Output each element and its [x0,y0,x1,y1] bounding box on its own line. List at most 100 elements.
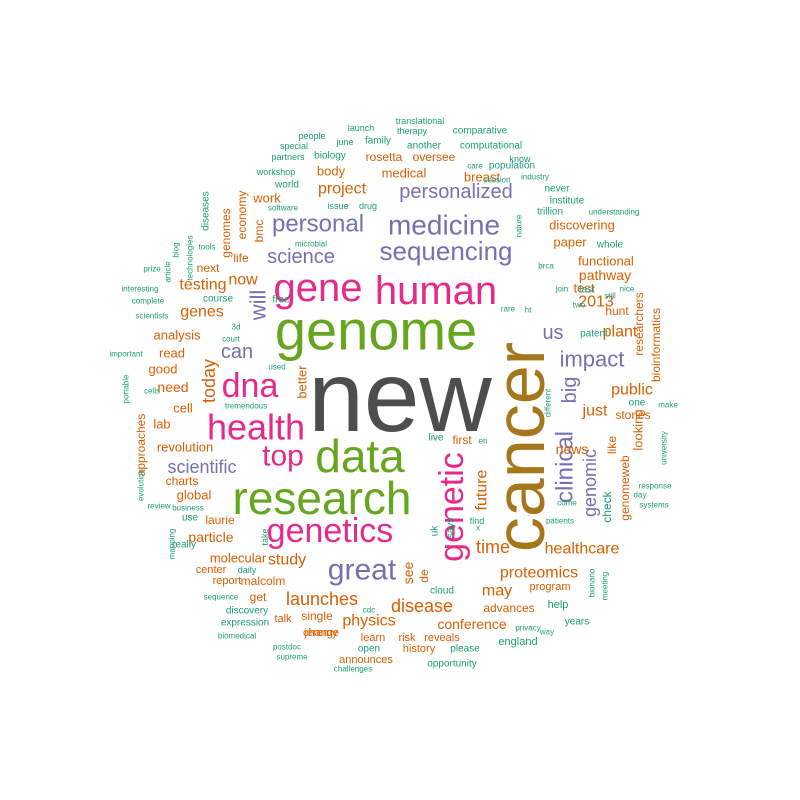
word-laurie: laurie [205,513,235,527]
word-patients: patients [546,517,574,526]
word-3d: 3d [232,323,241,332]
word-pathway: pathway [579,267,631,283]
word-announces: announces [339,654,393,666]
word-years: years [565,617,589,628]
word-proteomics: proteomics [500,565,578,582]
word-genomic: genomic [580,449,600,517]
word-learn: learn [361,632,385,644]
word-biology: biology [314,151,346,162]
word-one: one [629,398,646,409]
word-clinical: clinical [552,431,579,503]
word-study: study [268,552,306,569]
word-cloud: cloud [430,586,454,597]
word-launch: launch [348,123,375,133]
word-join: join [555,285,568,294]
word-course: course [203,294,233,305]
word-malcolm: malcolm [241,574,286,588]
word-systems: systems [639,501,668,510]
word-may: may [482,583,512,600]
word-researchers: researchers [632,292,646,355]
word-drug: drug [359,201,377,211]
word-global: global [177,488,212,503]
word-live: live [428,433,443,444]
word-trillion: trillion [537,207,563,218]
word-comparative: comparative [453,126,508,137]
word-just: just [582,403,608,420]
word-ht: ht [525,306,532,315]
word-analysis: analysis [154,328,201,343]
word-looking: looking [631,409,646,450]
word-next: next [197,261,220,275]
word-know: know [509,154,531,164]
word-world: world [274,180,299,191]
word-x: x [476,524,480,533]
word-genetic: genetic [433,452,471,562]
word-workshop: workshop [256,167,296,177]
word-family: family [365,136,391,147]
word-news: news [556,441,589,457]
word-medicine: medicine [388,210,500,241]
word-people: people [298,131,325,141]
word-talk: talk [274,613,292,625]
word-testing: testing [179,277,226,294]
word-review: review [147,502,170,511]
word-genomes: genomes [219,208,233,257]
word-open: open [358,644,380,655]
word-important: important [109,350,143,359]
word-genetics: genetics [267,512,394,550]
word-reveals: reveals [424,632,460,644]
word-conference: conference [437,616,506,632]
word-launches: launches [286,589,358,609]
word-brca: brca [538,262,554,271]
word-last: last [579,285,595,296]
word-sequence: sequence [204,593,239,602]
word-take: take [260,528,270,545]
word-different: different [544,388,553,418]
word-make: make [658,401,678,410]
word-revolution: revolution [157,440,213,455]
word-single: single [301,609,333,623]
word-like: like [605,436,619,454]
word-business: business [172,504,204,513]
word-diseases: diseases [201,191,212,230]
word-read: read [159,346,185,361]
word-england: england [498,636,537,648]
word-good: good [149,362,178,377]
word-particle: particle [188,529,233,545]
word-bionano: bionano [588,568,597,597]
word-challenges: challenges [334,665,372,674]
word-life: life [233,251,249,265]
word-better: better [295,365,310,399]
word-use: use [182,513,199,524]
word-patent: patent [580,329,608,340]
word-find: find [470,516,485,526]
word-center: center [196,564,227,576]
word-scientists: scientists [136,312,169,321]
word-computational: computational [460,141,522,152]
word-get: get [250,590,267,604]
word-personalized: personalized [399,181,512,203]
word-project: project [318,181,367,198]
word-science: science [267,246,335,268]
word-us: us [542,322,563,344]
word-really: really [172,540,196,551]
word-impact: impact [560,347,625,372]
word-understanding: understanding [589,208,640,217]
word-postdoc: postdoc [273,643,301,652]
word-cdc: cdc [363,606,375,615]
word-genomeweb: genomeweb [618,455,632,521]
word-check: check [600,490,614,522]
word-daily: daily [238,565,257,575]
word-another: another [407,141,442,152]
word-supreme: supreme [276,653,308,662]
word-program: program [530,581,571,593]
word-industry: industry [521,173,549,182]
word-day: day [634,491,647,500]
word-research: research [233,472,412,524]
word-evolution: evolution [137,469,146,501]
word-disease: disease [391,596,453,616]
word-see: see [400,562,416,585]
word-approaches: approaches [134,414,148,477]
word-future: future [474,469,491,510]
